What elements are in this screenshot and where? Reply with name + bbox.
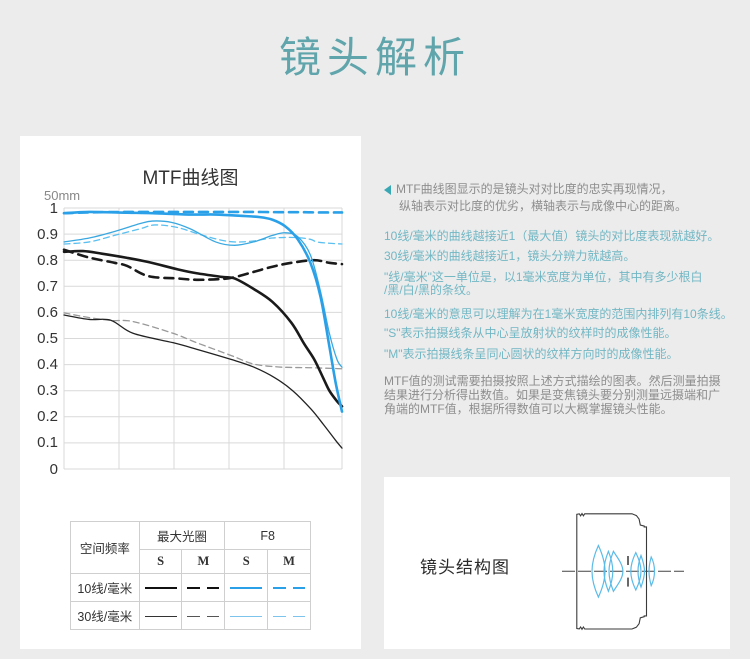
svg-text:0: 0 bbox=[60, 475, 68, 476]
svg-text:0.6: 0.6 bbox=[37, 304, 58, 321]
svg-text:20: 20 bbox=[276, 475, 293, 476]
svg-text:0.1: 0.1 bbox=[37, 434, 58, 451]
svg-text:10: 10 bbox=[166, 475, 183, 476]
svg-text:0.3: 0.3 bbox=[37, 382, 58, 399]
svg-text:0.2: 0.2 bbox=[37, 408, 58, 425]
svg-text:0.5: 0.5 bbox=[37, 330, 58, 347]
svg-text:1: 1 bbox=[50, 200, 58, 217]
svg-text:5: 5 bbox=[115, 475, 123, 476]
svg-text:0: 0 bbox=[50, 461, 58, 476]
svg-text:0.9: 0.9 bbox=[37, 226, 58, 243]
svg-text:0.4: 0.4 bbox=[37, 356, 58, 373]
svg-text:0.8: 0.8 bbox=[37, 252, 58, 269]
svg-text:15: 15 bbox=[221, 475, 238, 476]
svg-text:0.7: 0.7 bbox=[37, 278, 58, 295]
